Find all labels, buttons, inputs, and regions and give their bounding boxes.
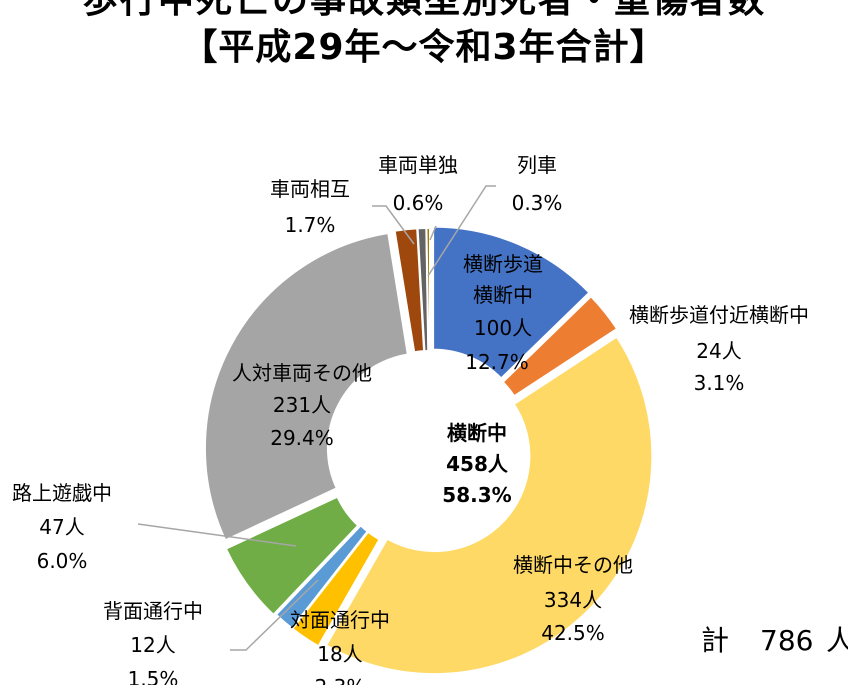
label-crosswalk-count: 100人 <box>474 316 532 340</box>
donut-slice-5 <box>224 495 360 617</box>
label-crosswalk-name-1: 横断歩道 <box>463 252 543 276</box>
label-facing-walk-count: 18人 <box>317 642 362 666</box>
leader-line-train <box>427 185 496 277</box>
total-label: 計 <box>701 624 729 657</box>
chart-title-line-1: 歩行中死亡の事故類型別死者・重傷者数 <box>81 0 766 21</box>
center-label: 横断中 458人 58.3% <box>442 421 511 507</box>
label-crossing-other-name: 横断中その他 <box>513 553 633 577</box>
label-crosswalk: 横断歩道 横断中 100人 12.7% <box>463 252 543 374</box>
chart-title: 歩行中死亡の事故類型別死者・重傷者数 【平成29年〜令和3年合計】 <box>0 0 848 72</box>
label-near-crosswalk-name: 横断歩道付近横断中 <box>629 303 809 327</box>
label-near-crosswalk-count: 24人 <box>696 339 741 363</box>
label-facing-walk: 対面通行中 18人 2.3% <box>290 608 390 685</box>
slices-group <box>203 225 654 676</box>
label-train-name: 列車 <box>517 153 557 177</box>
label-car-single-name: 車両単独 <box>378 153 458 177</box>
label-train: 列車 0.3% <box>512 153 563 215</box>
leader-lines-group <box>137 185 496 651</box>
donut-slice-1 <box>501 294 619 398</box>
leader-line-car-mutual <box>372 205 415 245</box>
donut-slice-9 <box>425 227 431 353</box>
donut-slice-4 <box>274 524 369 630</box>
label-car-single: 車両単独 0.6% <box>378 153 458 215</box>
chart-title-line-2: 【平成29年〜令和3年合計】 <box>181 27 667 68</box>
label-crossing-other-count: 334人 <box>544 588 602 612</box>
center-label-count: 458人 <box>446 452 509 476</box>
label-back-walk: 背面通行中 12人 1.5% <box>103 599 203 685</box>
leader-line-road-play <box>137 523 297 547</box>
label-facing-walk-name: 対面通行中 <box>290 608 390 632</box>
label-crossing-other: 横断中その他 334人 42.5% <box>513 553 633 645</box>
label-crosswalk-pct: 12.7% <box>465 350 529 374</box>
center-label-name: 横断中 <box>447 421 507 445</box>
total-value: 786 <box>760 624 813 657</box>
label-car-mutual: 車両相互 1.7% <box>270 177 350 237</box>
label-road-play-count: 47人 <box>39 515 84 539</box>
label-road-play-name: 路上遊戯中 <box>12 481 112 505</box>
label-crossing-other-pct: 42.5% <box>541 621 605 645</box>
donut-slice-2 <box>324 335 654 676</box>
label-road-play: 路上遊戯中 47人 6.0% <box>12 481 112 573</box>
label-back-walk-count: 12人 <box>130 633 175 657</box>
label-road-play-pct: 6.0% <box>37 549 88 573</box>
label-person-vehicle-other-name: 人対車両その他 <box>232 361 372 385</box>
label-car-mutual-name: 車両相互 <box>270 177 350 201</box>
label-person-vehicle-other: 人対車両その他 231人 29.4% <box>232 361 372 450</box>
center-label-pct: 58.3% <box>442 483 511 507</box>
label-back-walk-pct: 1.5% <box>128 667 179 685</box>
label-train-pct: 0.3% <box>512 191 563 215</box>
label-back-walk-name: 背面通行中 <box>103 599 203 623</box>
label-near-crosswalk: 横断歩道付近横断中 24人 3.1% <box>629 303 809 395</box>
leader-line-car-single <box>429 225 437 241</box>
label-car-single-pct: 0.6% <box>393 191 444 215</box>
leader-line-back-walk <box>230 579 319 651</box>
label-person-vehicle-other-pct: 29.4% <box>270 426 334 450</box>
label-person-vehicle-other-count: 231人 <box>273 393 331 417</box>
label-near-crosswalk-pct: 3.1% <box>694 371 745 395</box>
total-unit: 人 <box>826 624 848 657</box>
label-crosswalk-name-2: 横断中 <box>473 283 533 307</box>
label-car-mutual-pct: 1.7% <box>285 213 336 237</box>
label-facing-walk-pct: 2.3% <box>315 675 366 685</box>
donut-slice-6 <box>203 231 409 542</box>
donut-slice-0 <box>432 225 591 380</box>
